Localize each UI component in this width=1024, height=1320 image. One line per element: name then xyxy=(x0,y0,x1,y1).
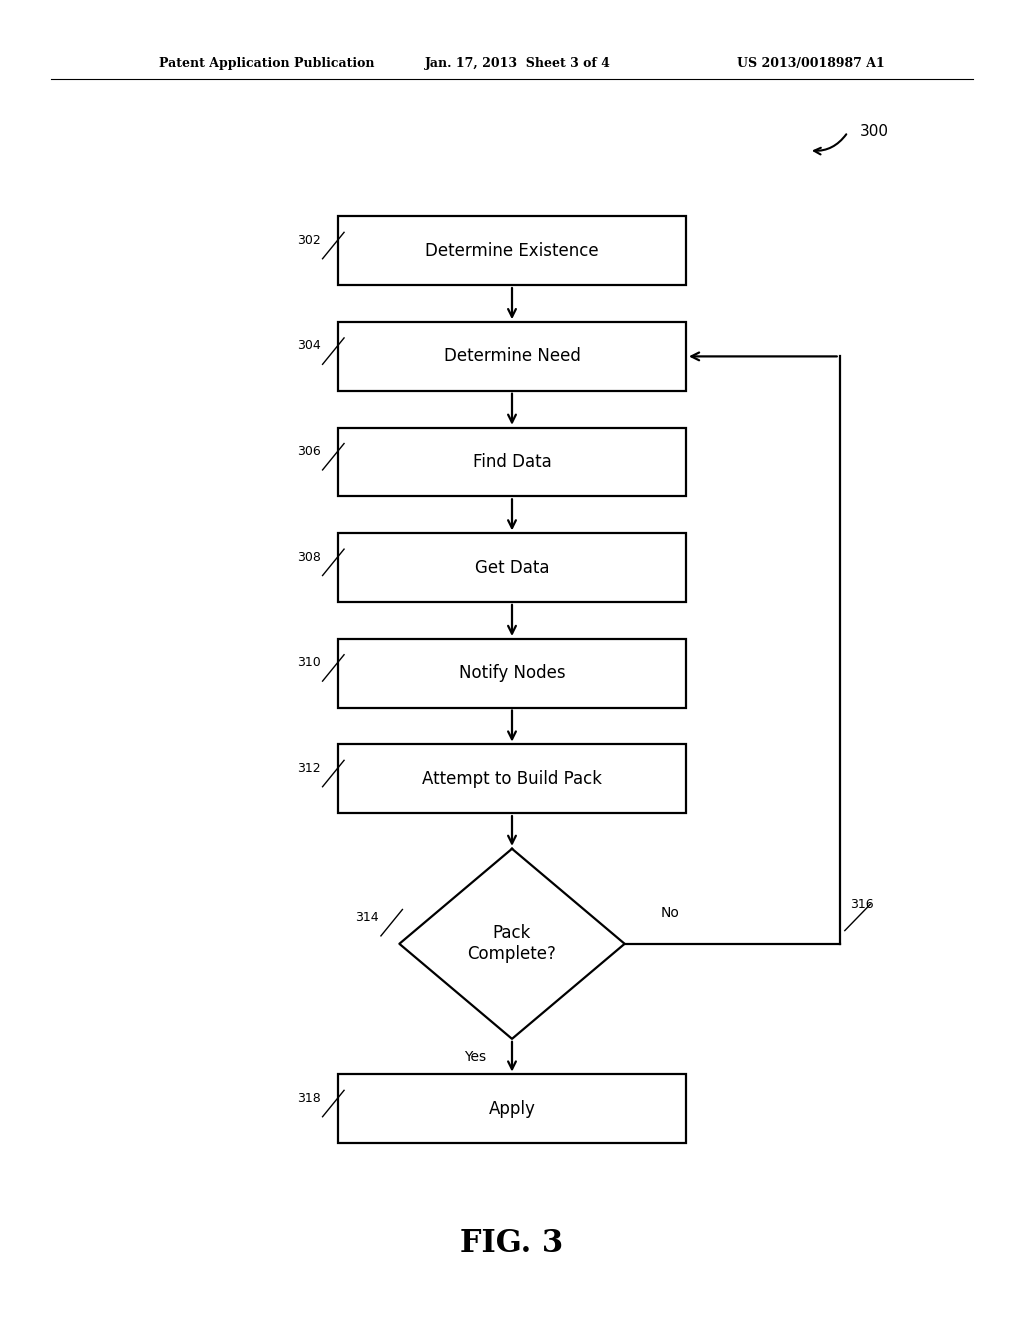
FancyBboxPatch shape xyxy=(338,533,686,602)
FancyBboxPatch shape xyxy=(338,322,686,391)
Text: 304: 304 xyxy=(297,339,321,352)
Text: 302: 302 xyxy=(297,234,321,247)
FancyBboxPatch shape xyxy=(338,1074,686,1143)
Text: US 2013/0018987 A1: US 2013/0018987 A1 xyxy=(737,57,885,70)
Text: No: No xyxy=(660,906,679,920)
Text: 318: 318 xyxy=(297,1092,321,1105)
Text: Determine Need: Determine Need xyxy=(443,347,581,366)
Text: 316: 316 xyxy=(850,898,873,911)
Text: Pack
Complete?: Pack Complete? xyxy=(468,924,556,964)
Text: Get Data: Get Data xyxy=(475,558,549,577)
FancyBboxPatch shape xyxy=(338,744,686,813)
Text: Determine Existence: Determine Existence xyxy=(425,242,599,260)
FancyBboxPatch shape xyxy=(338,428,686,496)
Text: Find Data: Find Data xyxy=(473,453,551,471)
Polygon shape xyxy=(399,849,625,1039)
Text: Attempt to Build Pack: Attempt to Build Pack xyxy=(422,770,602,788)
FancyBboxPatch shape xyxy=(338,216,686,285)
Text: Jan. 17, 2013  Sheet 3 of 4: Jan. 17, 2013 Sheet 3 of 4 xyxy=(425,57,611,70)
Text: 310: 310 xyxy=(297,656,321,669)
Text: FIG. 3: FIG. 3 xyxy=(461,1228,563,1259)
Text: 312: 312 xyxy=(297,762,321,775)
Text: Yes: Yes xyxy=(464,1049,486,1064)
Text: 300: 300 xyxy=(860,124,889,140)
Text: Apply: Apply xyxy=(488,1100,536,1118)
Text: Patent Application Publication: Patent Application Publication xyxy=(159,57,374,70)
Text: Notify Nodes: Notify Nodes xyxy=(459,664,565,682)
Text: 314: 314 xyxy=(355,911,379,924)
Text: 308: 308 xyxy=(297,550,321,564)
FancyBboxPatch shape xyxy=(338,639,686,708)
Text: 306: 306 xyxy=(297,445,321,458)
